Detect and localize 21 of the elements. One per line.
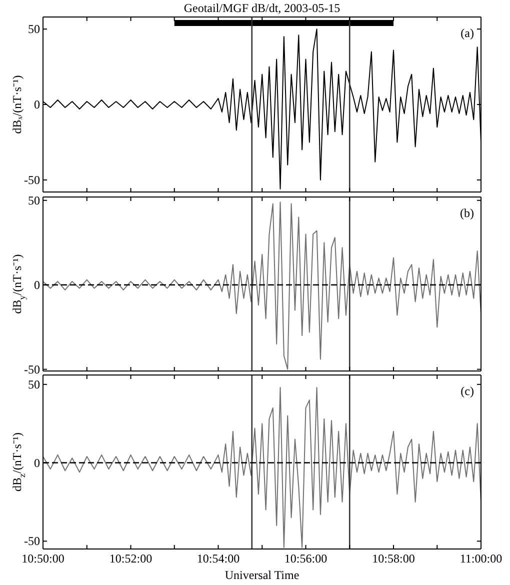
x-tick-label: 11:00:00	[460, 552, 502, 566]
x-axis-title: Universal Time	[224, 568, 300, 582]
annotation: (a)	[460, 25, 474, 41]
y-axis-title: dBₓ/(nT·s⁻¹)	[10, 75, 24, 134]
y-tick-label: 50	[28, 193, 40, 208]
y-tick-label: 50	[28, 22, 40, 36]
x-tick-label: 10:50:00	[22, 552, 64, 566]
y-tick-label: 50	[28, 377, 40, 392]
x-tick-label: 10:54:00	[196, 552, 240, 566]
x-tick-label: 10:52:00	[109, 552, 152, 566]
y-tick-label: 0	[34, 456, 40, 470]
y-tick-label: -50	[24, 172, 40, 187]
y-tick-label: -50	[24, 362, 40, 376]
annotation: (c)	[460, 383, 474, 399]
y-tick-label: 0	[34, 278, 40, 292]
y-tick-label: 0	[34, 98, 40, 112]
y-tick-label: -50	[24, 534, 40, 548]
x-tick-label: 10:58:00	[372, 552, 415, 566]
chart-title: Geotail/MGF dB/dt, 2003-05-15	[182, 0, 342, 16]
x-tick-label: 10:56:00	[284, 552, 328, 566]
annotation: (b)	[460, 205, 474, 221]
